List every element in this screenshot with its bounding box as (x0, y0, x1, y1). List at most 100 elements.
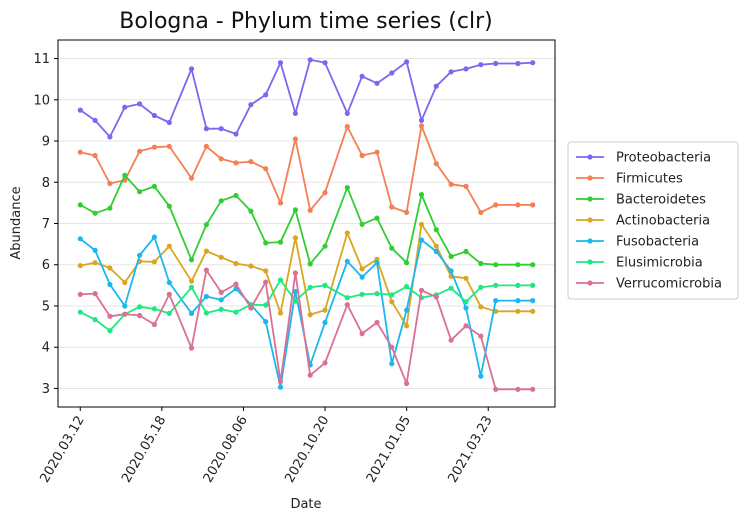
data-point (92, 210, 98, 216)
data-point (218, 289, 224, 295)
data-point (233, 131, 239, 137)
data-point (277, 310, 284, 316)
data-point (92, 291, 98, 297)
data-point (344, 110, 350, 116)
legend-marker (587, 175, 593, 181)
legend-marker (587, 259, 593, 265)
data-point (203, 310, 209, 316)
data-point (151, 321, 157, 328)
data-point (122, 104, 128, 110)
y-tick-label: 8 (42, 176, 50, 191)
y-tick-label: 7 (42, 217, 50, 232)
data-point (322, 60, 328, 66)
legend: Proteobacteria Firmicutes Bacteroidetes Act… (567, 141, 739, 300)
data-point (493, 298, 499, 304)
series-elusimicrobia (77, 277, 536, 334)
data-point (122, 172, 128, 178)
data-point (77, 107, 83, 113)
data-point (359, 291, 365, 297)
data-point (530, 202, 536, 208)
data-point (344, 302, 350, 308)
data-point (263, 92, 269, 98)
legend-label: Proteobacteria (616, 151, 711, 166)
data-point (463, 305, 469, 311)
data-point (478, 62, 484, 68)
data-point (433, 243, 439, 249)
data-point (218, 198, 224, 204)
data-point (493, 386, 499, 392)
data-point (137, 189, 143, 195)
data-point (248, 263, 254, 269)
data-point (389, 204, 395, 210)
data-point (433, 227, 439, 233)
legend-box (567, 141, 739, 300)
data-point (515, 262, 521, 268)
data-point (418, 123, 425, 129)
data-point (218, 254, 224, 260)
data-point (263, 279, 269, 285)
data-point (359, 73, 365, 79)
data-point (203, 143, 209, 149)
data-point (218, 126, 224, 132)
data-point (137, 252, 143, 258)
data-point (122, 303, 128, 309)
data-point (322, 282, 328, 288)
y-tick-label: 9 (42, 135, 50, 150)
data-point (418, 237, 425, 243)
legend-marker (587, 154, 593, 160)
data-point (263, 302, 269, 308)
data-point (530, 298, 536, 304)
data-point (433, 248, 439, 255)
data-point (463, 248, 469, 255)
data-point (203, 222, 209, 228)
legend-label: Elusimicrobia (616, 256, 703, 271)
data-point (151, 259, 157, 265)
data-point (478, 304, 484, 310)
data-point (433, 161, 439, 167)
data-point (203, 293, 209, 300)
legend-marker (587, 196, 593, 202)
data-point (448, 253, 454, 260)
series-line (79, 236, 533, 389)
data-point (389, 361, 395, 367)
data-point (107, 180, 113, 187)
data-point (218, 156, 224, 162)
x-tick-label: 2020.05.18 (119, 414, 169, 486)
data-point (374, 260, 380, 266)
data-point (107, 281, 113, 288)
data-point (166, 243, 172, 249)
series-verrucomicrobia (77, 267, 536, 392)
data-point (530, 386, 536, 392)
data-point (389, 299, 395, 305)
data-point (530, 282, 536, 288)
data-point (151, 183, 157, 189)
data-point (292, 298, 298, 304)
data-point (92, 152, 98, 159)
series-line (79, 58, 533, 138)
data-point (203, 126, 209, 132)
data-point (374, 291, 380, 297)
data-point (448, 69, 454, 75)
x-tick-label: 2021.03.23 (445, 413, 495, 485)
data-point (188, 284, 195, 290)
data-point (92, 117, 98, 123)
data-point (203, 267, 209, 273)
data-point (77, 149, 83, 155)
series-bacteroidetes (77, 172, 536, 268)
data-point (233, 160, 239, 166)
data-point (107, 265, 113, 271)
data-point (77, 263, 83, 269)
data-point (448, 181, 454, 187)
data-point (248, 208, 254, 214)
data-point (478, 260, 484, 267)
data-point (374, 215, 380, 221)
data-point (166, 119, 172, 126)
data-point (530, 308, 536, 314)
y-tick-label: 6 (42, 258, 50, 273)
data-point (448, 285, 454, 291)
series-line (79, 174, 533, 266)
data-point (389, 70, 395, 76)
legend-marker (587, 280, 593, 286)
data-point (515, 308, 521, 314)
data-point (418, 221, 425, 227)
